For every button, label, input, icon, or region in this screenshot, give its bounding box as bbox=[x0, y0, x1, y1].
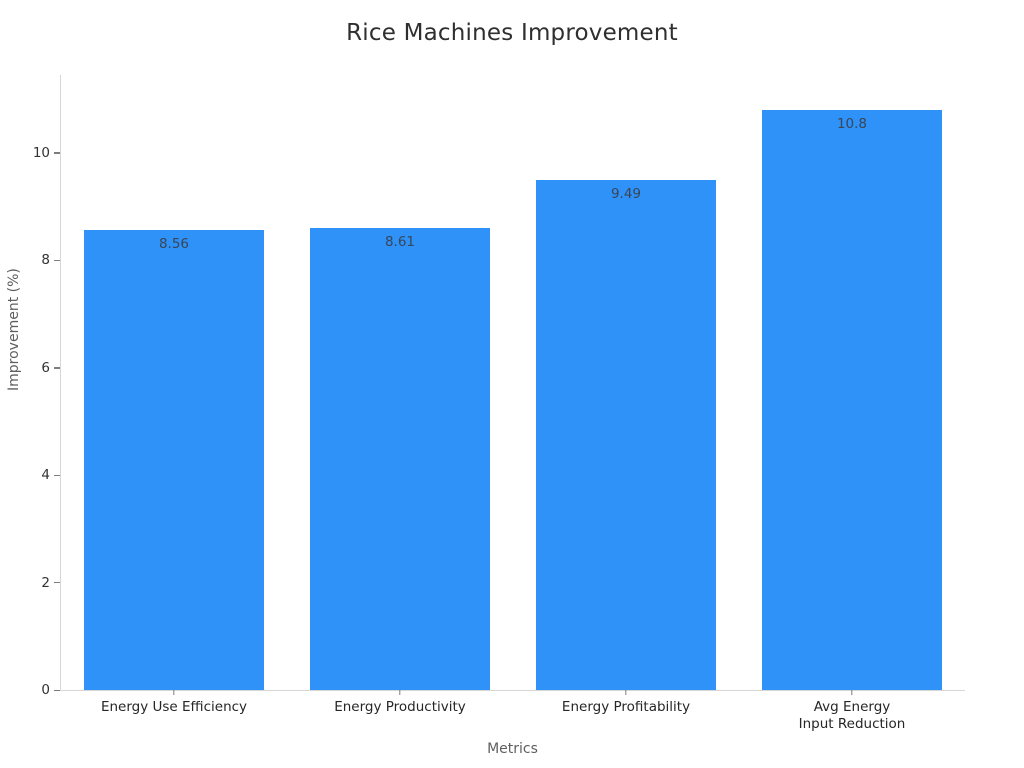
bar-value-label: 8.56 bbox=[158, 236, 190, 253]
y-tick-mark bbox=[54, 259, 60, 262]
y-tick-mark bbox=[54, 474, 60, 477]
bar-1: 8.56 bbox=[84, 230, 264, 690]
category-slot: 9.49 Energy Profitability bbox=[513, 75, 739, 715]
x-tick-label: Avg Energy Input Reduction bbox=[798, 699, 906, 732]
plot-area: 0 2 4 6 8 10 8.56 Energy Use Efficiency 8.61 Ener… bbox=[33, 75, 965, 732]
x-tick-mark bbox=[851, 690, 853, 695]
y-tick-label: 8 bbox=[41, 252, 50, 269]
y-axis-title: Improvement (%) bbox=[6, 268, 22, 391]
x-tick-mark bbox=[625, 690, 627, 695]
bar-4: 10.8 bbox=[762, 109, 942, 690]
x-axis-title: Metrics bbox=[487, 741, 538, 757]
y-tick-label: 4 bbox=[41, 467, 50, 484]
y-tick-label: 6 bbox=[41, 359, 50, 376]
x-tick-label: Energy Profitability bbox=[561, 699, 691, 715]
y-tick-label: 2 bbox=[41, 574, 50, 591]
y-tick-label: 10 bbox=[32, 144, 50, 161]
x-tick-label: Energy Productivity bbox=[334, 699, 466, 715]
x-tick-mark bbox=[399, 690, 401, 695]
category-slot: 8.56 Energy Use Efficiency bbox=[61, 75, 287, 715]
y-tick-mark bbox=[54, 689, 60, 691]
bar-value-label: 9.49 bbox=[610, 186, 642, 203]
category-slot: 8.61 Energy Productivity bbox=[287, 75, 513, 715]
y-tick-mark bbox=[54, 152, 60, 154]
y-tick-label: 0 bbox=[41, 682, 50, 698]
bar-3: 9.49 bbox=[536, 180, 716, 690]
category-slot: 10.8 Avg Energy Input Reduction bbox=[739, 75, 965, 732]
x-tick-mark bbox=[173, 690, 175, 695]
x-tick-label: Energy Use Efficiency bbox=[100, 699, 248, 715]
bar-value-label: 10.8 bbox=[836, 115, 868, 132]
chart-title: Rice Machines Improvement bbox=[346, 20, 678, 46]
y-tick-mark bbox=[54, 582, 60, 584]
y-tick-mark bbox=[54, 367, 60, 369]
bar-value-label: 8.61 bbox=[384, 233, 416, 250]
bar-2: 8.61 bbox=[310, 227, 490, 690]
